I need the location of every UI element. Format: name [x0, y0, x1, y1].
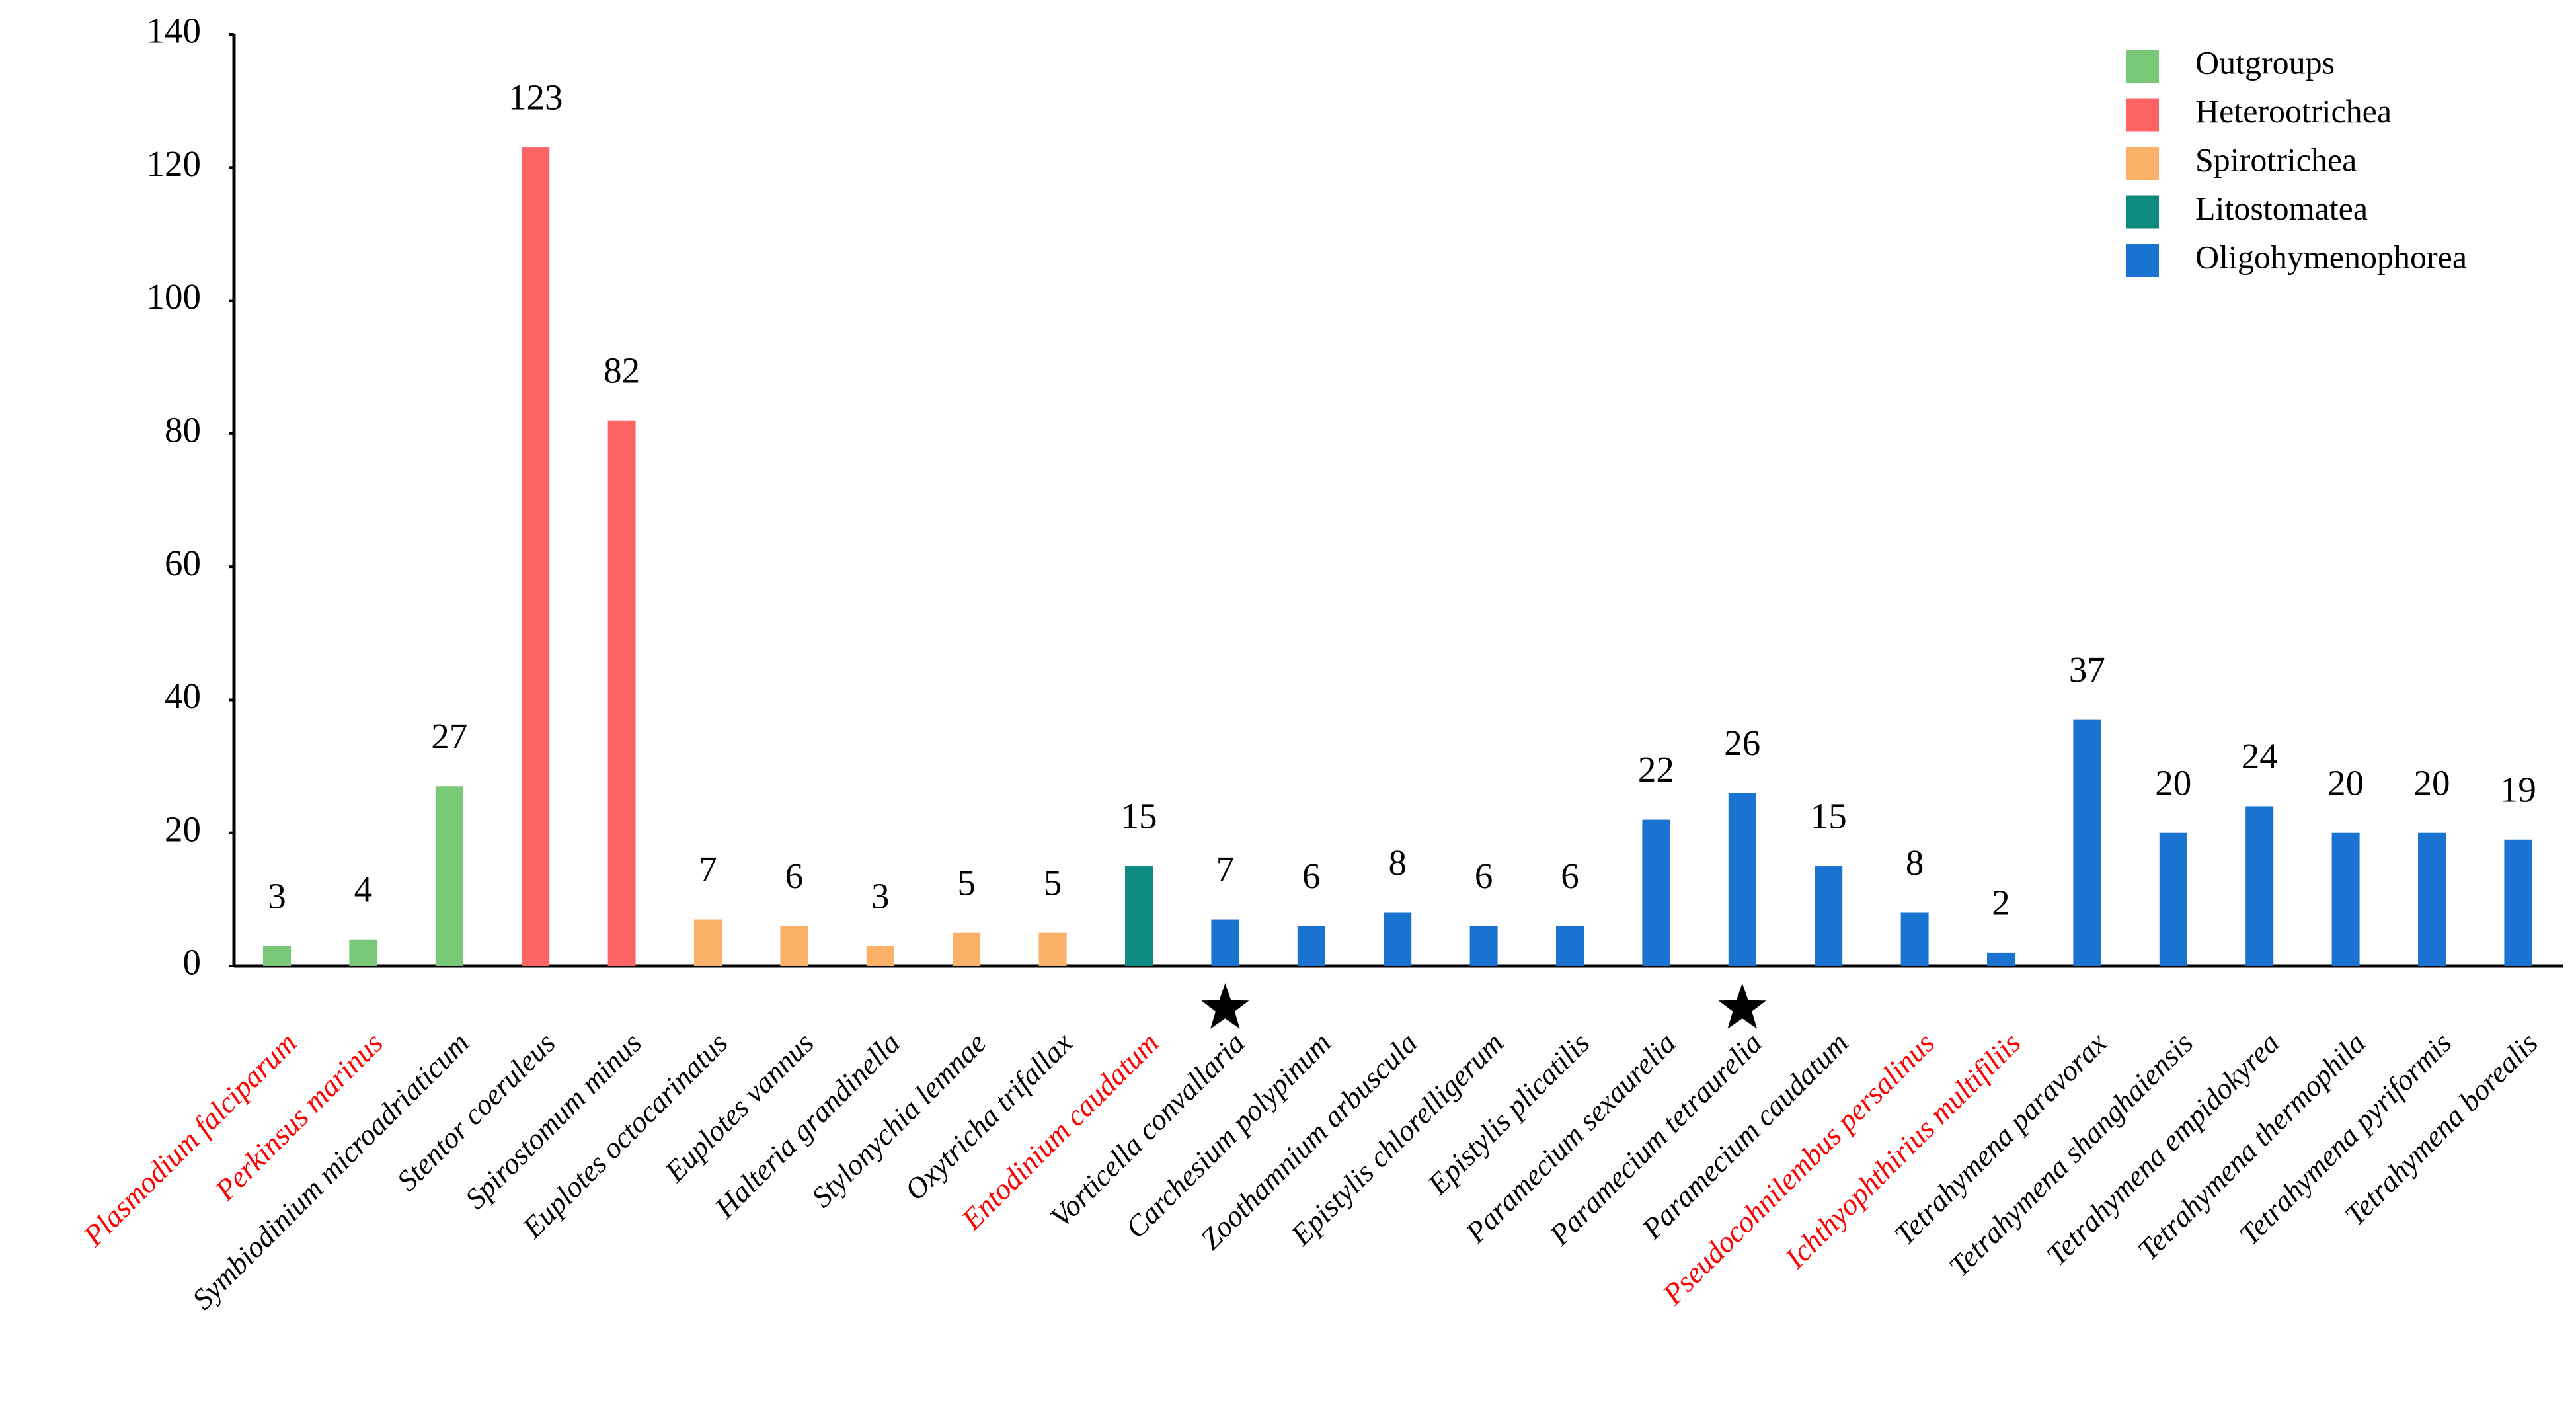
- data-label: 3: [268, 875, 286, 916]
- legend-swatch: [2126, 195, 2159, 229]
- bar: [953, 932, 981, 966]
- data-label: 37: [2069, 649, 2105, 690]
- y-tick-label: 100: [147, 276, 202, 317]
- bar: [1815, 866, 1843, 966]
- y-tick-label: 140: [147, 11, 202, 51]
- data-label: 123: [508, 77, 563, 118]
- data-label: 15: [1811, 796, 1847, 836]
- data-label: 20: [2327, 762, 2364, 803]
- data-label: 6: [1561, 856, 1579, 896]
- bar: [866, 946, 894, 966]
- data-label: 5: [957, 862, 976, 903]
- bar: [522, 147, 550, 966]
- legend-label: Oligohymenophorea: [2195, 238, 2467, 275]
- bar: [1125, 866, 1153, 966]
- bar: [607, 420, 636, 966]
- legend-swatch: [2126, 147, 2159, 180]
- data-label: 7: [1216, 849, 1235, 889]
- bar: [2418, 832, 2446, 966]
- bar: [349, 939, 377, 966]
- bar: [694, 919, 722, 966]
- bar: [2504, 839, 2532, 966]
- legend-label: Litostomatea: [2195, 190, 2368, 227]
- data-label: 5: [1044, 862, 1062, 903]
- legend-label: Spirotrichea: [2195, 141, 2357, 178]
- star-marker: [1201, 983, 1249, 1029]
- data-label: 3: [871, 875, 890, 916]
- bar: [435, 786, 463, 966]
- bar: [2331, 832, 2360, 966]
- bar: [1297, 926, 1325, 966]
- data-label: 22: [1638, 749, 1674, 789]
- x-tick-label: Euplotes vannus: [658, 1026, 820, 1189]
- data-label: 19: [2500, 769, 2536, 809]
- y-tick-label: 0: [183, 942, 202, 983]
- bar: [1900, 912, 1929, 966]
- bar: [1038, 932, 1067, 966]
- data-label: 27: [431, 716, 467, 756]
- x-tick-label: Stentor coeruleus: [391, 1026, 562, 1197]
- star-marker: [1718, 983, 1766, 1029]
- bar: [1211, 919, 1239, 966]
- y-tick-label: 60: [165, 543, 201, 583]
- data-label: 6: [785, 856, 804, 896]
- bar: [2159, 832, 2187, 966]
- y-tick-label: 40: [165, 676, 201, 716]
- bar: [1642, 819, 1670, 966]
- bar: [263, 946, 291, 966]
- data-label: 6: [1475, 856, 1493, 896]
- legend-swatch: [2126, 244, 2159, 277]
- data-label: 26: [1724, 723, 1760, 763]
- data-label: 8: [1906, 842, 1924, 883]
- bar: [1728, 793, 1756, 966]
- y-tick-label: 120: [147, 143, 202, 184]
- bar: [1469, 926, 1498, 966]
- data-label: 82: [604, 350, 640, 390]
- data-label: 20: [2414, 762, 2450, 803]
- data-label: 6: [1302, 856, 1321, 896]
- data-label: 8: [1388, 842, 1407, 883]
- data-label: 4: [354, 869, 373, 909]
- y-tick-label: 80: [165, 409, 201, 450]
- data-label: 24: [2242, 736, 2278, 776]
- bar: [1556, 926, 1584, 966]
- legend-swatch: [2126, 50, 2159, 83]
- data-label: 20: [2155, 762, 2191, 803]
- bar: [780, 926, 808, 966]
- x-tick-label: Epistylis plicatilis: [1421, 1026, 1596, 1201]
- bar: [1987, 952, 2015, 966]
- bar: [1384, 912, 1412, 966]
- legend-label: Outgroups: [2195, 44, 2335, 81]
- y-tick-label: 20: [165, 809, 201, 849]
- legend-swatch: [2126, 98, 2159, 132]
- data-label: 15: [1121, 796, 1157, 836]
- bar: [2073, 719, 2101, 966]
- data-label: 2: [1992, 882, 2010, 922]
- data-label: 7: [699, 849, 717, 889]
- bar: [2245, 806, 2274, 966]
- legend-label: Heterootrichea: [2195, 93, 2392, 130]
